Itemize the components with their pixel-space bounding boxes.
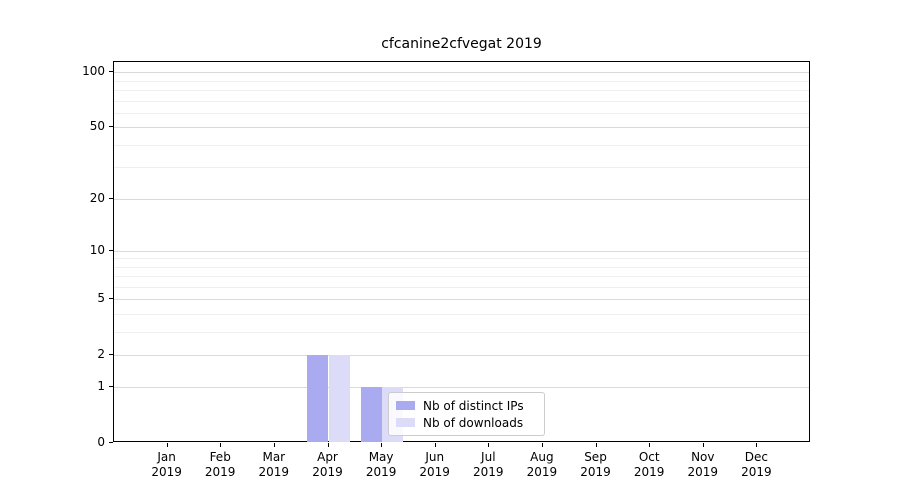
x-tick-label: Nov 2019 bbox=[671, 450, 735, 480]
x-tick-year: 2019 bbox=[633, 465, 665, 479]
x-tick-year: 2019 bbox=[473, 465, 504, 479]
x-tick-label: May 2019 bbox=[349, 450, 413, 480]
x-tick-month: Nov bbox=[691, 450, 715, 464]
major-gridline bbox=[114, 354, 809, 356]
x-tick-year: 2019 bbox=[687, 465, 719, 479]
x-tick-mark bbox=[327, 443, 329, 447]
x-tick-mark bbox=[488, 443, 490, 447]
minor-gridline bbox=[114, 144, 809, 146]
y-tick-label: 1 bbox=[97, 379, 105, 394]
x-tick-label: Oct 2019 bbox=[617, 450, 681, 480]
x-tick-label: Dec 2019 bbox=[724, 450, 788, 480]
x-tick-mark bbox=[434, 443, 436, 447]
x-tick-month: Jan bbox=[157, 450, 176, 464]
x-tick-year: 2019 bbox=[741, 465, 772, 479]
y-tick-label: 5 bbox=[97, 291, 105, 306]
x-tick-label: Jul 2019 bbox=[456, 450, 520, 480]
legend-swatch-downloads bbox=[396, 418, 415, 427]
x-tick-year: 2019 bbox=[204, 465, 236, 479]
y-tick-mark bbox=[109, 249, 113, 251]
x-tick-mark bbox=[702, 443, 704, 447]
x-tick-month: Sep bbox=[584, 450, 607, 464]
y-tick-mark bbox=[109, 353, 113, 355]
legend-item-distinct-ips: Nb of distinct IPs bbox=[396, 397, 536, 414]
x-tick-month: May bbox=[368, 450, 394, 464]
plot-area bbox=[113, 61, 810, 442]
x-tick-month: Jul bbox=[481, 450, 496, 464]
major-gridline bbox=[114, 72, 809, 74]
minor-gridline bbox=[114, 90, 809, 92]
x-tick-label: Jun 2019 bbox=[403, 450, 467, 480]
x-tick-month: Feb bbox=[209, 450, 231, 464]
x-tick-month: Oct bbox=[638, 450, 660, 464]
y-tick-mark bbox=[109, 386, 113, 388]
y-tick-label: 100 bbox=[82, 64, 105, 79]
legend-swatch-distinct-ips bbox=[396, 401, 415, 410]
y-tick-mark bbox=[109, 197, 113, 199]
x-tick-month: Mar bbox=[262, 450, 286, 464]
chart-title: cfcanine2cfvegat 2019 bbox=[381, 36, 542, 52]
x-tick-year: 2019 bbox=[580, 465, 611, 479]
y-tick-label: 10 bbox=[89, 242, 105, 257]
x-tick-year: 2019 bbox=[312, 465, 343, 479]
x-tick-label: Jan 2019 bbox=[135, 450, 199, 480]
minor-gridline bbox=[114, 313, 809, 315]
x-tick-mark bbox=[756, 443, 758, 447]
minor-gridline bbox=[114, 331, 809, 333]
y-tick-mark bbox=[109, 298, 113, 300]
legend-item-downloads: Nb of downloads bbox=[396, 414, 536, 431]
y-tick-label: 2 bbox=[97, 346, 105, 361]
x-tick-mark bbox=[273, 443, 275, 447]
minor-gridline bbox=[114, 167, 809, 169]
y-tick-mark bbox=[109, 126, 113, 128]
legend-label-distinct-ips: Nb of distinct IPs bbox=[423, 398, 524, 413]
bar-nb-of-downloads-apr-2019 bbox=[328, 354, 350, 442]
minor-gridline bbox=[114, 100, 809, 102]
x-tick-year: 2019 bbox=[151, 465, 182, 479]
x-tick-label: Aug 2019 bbox=[510, 450, 574, 480]
x-tick-month: Jun bbox=[425, 450, 445, 464]
x-tick-label: Feb 2019 bbox=[188, 450, 252, 480]
major-gridline bbox=[114, 387, 809, 389]
x-tick-year: 2019 bbox=[258, 465, 290, 479]
x-tick-label: Sep 2019 bbox=[564, 450, 628, 480]
bar-nb-of-distinct-ips-may-2019 bbox=[360, 387, 382, 442]
major-gridline bbox=[114, 299, 809, 301]
minor-gridline bbox=[114, 258, 809, 260]
x-tick-mark bbox=[166, 443, 168, 447]
y-tick-mark bbox=[109, 71, 113, 73]
minor-gridline bbox=[114, 286, 809, 288]
x-tick-mark bbox=[381, 443, 383, 447]
minor-gridline bbox=[114, 80, 809, 82]
x-tick-year: 2019 bbox=[526, 465, 558, 479]
minor-gridline bbox=[114, 266, 809, 268]
x-tick-month: Dec bbox=[744, 450, 768, 464]
y-tick-mark bbox=[109, 442, 113, 443]
minor-gridline bbox=[114, 112, 809, 114]
legend-label-downloads: Nb of downloads bbox=[423, 415, 524, 430]
x-tick-mark bbox=[649, 443, 651, 447]
x-tick-month: Apr bbox=[317, 450, 338, 464]
y-tick-label: 20 bbox=[89, 190, 105, 205]
x-tick-label: Apr 2019 bbox=[296, 450, 360, 480]
x-tick-year: 2019 bbox=[419, 465, 450, 479]
x-tick-mark bbox=[220, 443, 222, 447]
minor-gridline bbox=[114, 276, 809, 277]
legend: Nb of distinct IPs Nb of downloads bbox=[388, 392, 545, 436]
major-gridline bbox=[114, 198, 809, 200]
x-tick-month: Aug bbox=[530, 450, 554, 464]
major-gridline bbox=[114, 250, 809, 252]
major-gridline bbox=[114, 127, 809, 129]
y-tick-label: 0 bbox=[97, 435, 105, 449]
y-tick-label: 50 bbox=[89, 119, 105, 134]
x-tick-year: 2019 bbox=[365, 465, 397, 479]
bar-nb-of-distinct-ips-apr-2019 bbox=[307, 354, 329, 442]
x-tick-mark bbox=[595, 443, 597, 447]
x-tick-label: Mar 2019 bbox=[242, 450, 306, 480]
x-tick-mark bbox=[541, 443, 543, 447]
